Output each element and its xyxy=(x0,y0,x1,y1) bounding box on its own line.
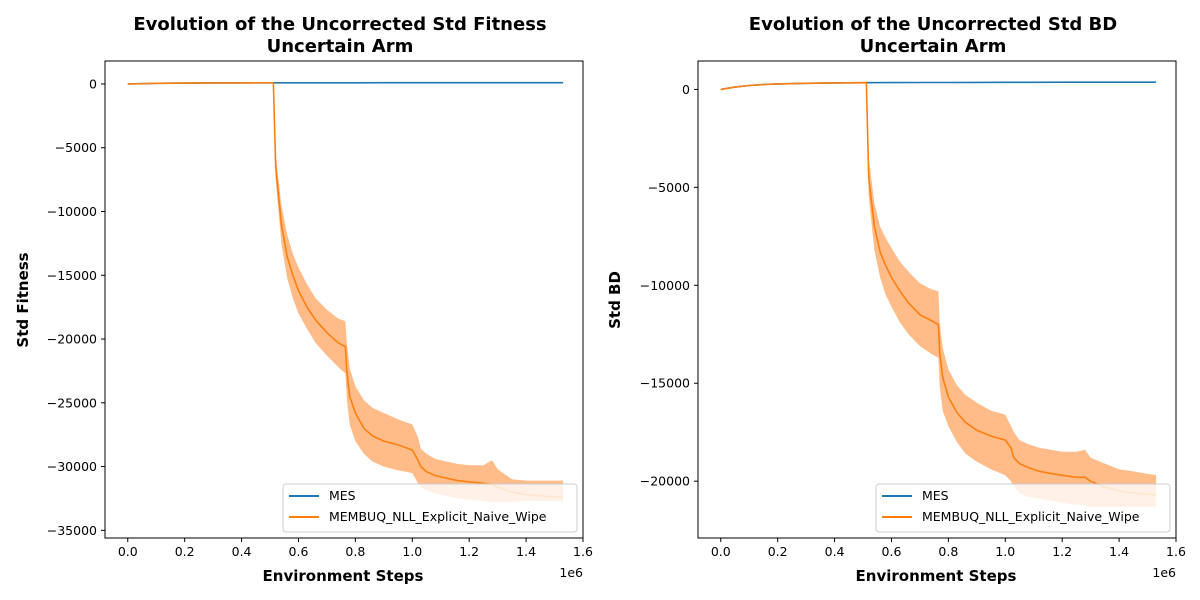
chart-right-series-1-line xyxy=(720,81,1157,496)
chart-right-legend: MES MEMBUQ_NLL_Explicit_Naive_Wipe xyxy=(875,483,1171,533)
chart-left-legend-box xyxy=(282,483,578,533)
chart-left-legend-label-membuq: MEMBUQ_NLL_Explicit_Naive_Wipe xyxy=(329,509,547,524)
chart-left-subtitle: Uncertain Arm xyxy=(267,36,414,57)
chart-left-legend-label-mes: MES xyxy=(329,488,356,503)
chart-left-legend: MES MEMBUQ_NLL_Explicit_Naive_Wipe xyxy=(282,483,578,533)
chart-right-xtick-label: 0.2 xyxy=(768,544,788,559)
chart-left-xtick-label: 0.4 xyxy=(232,544,252,559)
chart-right-x-offset: 1e6 xyxy=(1152,565,1176,580)
chart-right-xtick-label: 1.2 xyxy=(1052,544,1072,559)
chart-left-plot-area: 0.0 0.2 0.4 0.6 0.8 1.0 1.2 1.4 1.6 0 −5000 −10000 −… xyxy=(47,60,593,559)
chart-right-axes-frame xyxy=(697,60,1177,539)
chart-right-ylabel: Std BD xyxy=(606,271,624,329)
chart-right-xtick-label: 1.4 xyxy=(1109,544,1129,559)
chart-right-legend-box xyxy=(875,483,1171,533)
chart-right-title: Evolution of the Uncorrected Std BD xyxy=(749,14,1117,35)
chart-right-ytick-label: −5000 xyxy=(648,180,690,195)
chart-left-ytick-label: −10000 xyxy=(47,204,97,219)
chart-right-xlabel: Environment Steps xyxy=(856,567,1017,585)
chart-left-x-offset: 1e6 xyxy=(559,565,583,580)
chart-left-xtick-label: 0.2 xyxy=(175,544,195,559)
chart-right-legend-label-membuq: MEMBUQ_NLL_Explicit_Naive_Wipe xyxy=(922,509,1140,524)
chart-left-xtick-label: 1.6 xyxy=(573,544,593,559)
chart-right-xtick-label: 0.0 xyxy=(711,544,731,559)
chart-left-title: Evolution of the Uncorrected Std Fitness xyxy=(133,14,546,35)
chart-right-xtick-label: 0.6 xyxy=(882,544,902,559)
chart-left-ylabel: Std Fitness xyxy=(14,252,32,347)
chart-right-subtitle: Uncertain Arm xyxy=(860,36,1007,57)
chart-right-ytick-label: −20000 xyxy=(640,474,690,489)
chart-left-xtick-label: 0.8 xyxy=(345,544,365,559)
chart-left-ytick-label: −35000 xyxy=(47,523,97,538)
chart-left-ytick-label: −30000 xyxy=(47,459,97,474)
chart-left-ytick-label: −15000 xyxy=(47,268,97,283)
chart-left-ytick-label: 0 xyxy=(89,76,97,91)
chart-left-ytick-label: −20000 xyxy=(47,332,97,347)
chart-right-ytick-label: −10000 xyxy=(640,278,690,293)
chart-right-xtick-label: 0.8 xyxy=(938,544,958,559)
chart-left-xtick-label: 1.0 xyxy=(402,544,422,559)
chart-right-legend-label-mes: MES xyxy=(922,488,949,503)
chart-right-xtick-label: 0.4 xyxy=(825,544,845,559)
chart-left-series-1-line xyxy=(127,81,564,498)
chart-left-xtick-label: 1.4 xyxy=(516,544,536,559)
chart-right-ytick-label: 0 xyxy=(682,82,690,97)
chart-left-xlabel: Environment Steps xyxy=(263,567,424,585)
chart-right-plot-area: 0.0 0.2 0.4 0.6 0.8 1.0 1.2 1.4 1.6 0 −5000 −10000 −… xyxy=(640,60,1186,559)
chart-right: Evolution of the Uncorrected Std BD Unce… xyxy=(606,14,1186,585)
chart-left-xtick-label: 0.6 xyxy=(289,544,309,559)
chart-right-ytick-label: −15000 xyxy=(640,376,690,391)
chart-right-xtick-label: 1.0 xyxy=(995,544,1015,559)
chart-left-axes-frame xyxy=(104,60,584,539)
chart-right-series-1-band xyxy=(720,82,1157,507)
chart-left-xtick-label: 1.2 xyxy=(459,544,479,559)
chart-left-ytick-label: −5000 xyxy=(55,140,97,155)
chart-left: Evolution of the Uncorrected Std Fitness… xyxy=(14,14,593,585)
chart-right-xtick-label: 1.6 xyxy=(1166,544,1186,559)
chart-left-xtick-label: 0.0 xyxy=(118,544,138,559)
chart-left-ytick-label: −25000 xyxy=(47,395,97,410)
